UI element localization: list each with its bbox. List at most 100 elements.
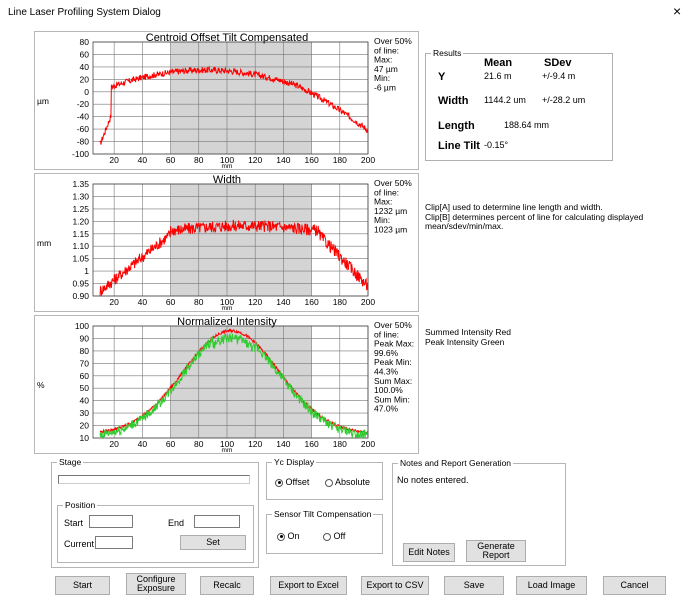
start-pos-input[interactable] [89, 515, 133, 528]
tilt-off-radio[interactable]: Off [323, 531, 345, 541]
results-sdev-header: SDev [544, 57, 572, 69]
width-chart-panel: 1.35 1.30 1.25 1.20 1.15 1.10 1.05 1 0.95 0.90 20 4… [34, 173, 419, 312]
notes-label: Notes and Report Generation [398, 458, 514, 468]
plot-frame [92, 325, 369, 439]
absolute-label: Absolute [335, 477, 371, 487]
results-label: Y [438, 71, 446, 83]
offset-radio[interactable]: Offset [275, 477, 309, 487]
tilt-comp-group: Sensor Tilt Compensation On Off [266, 509, 383, 554]
plot-frame [92, 41, 369, 155]
end-pos-label: End [168, 518, 185, 528]
x-tick-label: 60 [166, 439, 176, 449]
tilt-on-label: On [287, 531, 300, 541]
position-label: Position [63, 500, 98, 510]
y-tick-label: -100 [72, 149, 89, 159]
y-unit-label: µm [37, 96, 49, 106]
centroid-chart-panel: 80 60 40 20 0 -20 -40 -60 -80 -100 20 40 60 80 100 120 1… [34, 31, 419, 170]
stage-group: Stage Position Start End Current Set [51, 457, 259, 568]
export-csv-button[interactable]: Export to CSV [361, 576, 429, 595]
intensity-note: Summed Intensity Red Peak Intensity Gree… [425, 327, 511, 347]
y-tick-label: 40 [80, 62, 90, 72]
position-group: Position Start End Current Set [57, 500, 254, 563]
absolute-radio[interactable]: Absolute [325, 477, 370, 487]
y-tick-label: 20 [80, 421, 90, 431]
x-tick-label: 140 [276, 439, 290, 449]
results-mean: 188.64 mm [504, 120, 550, 130]
yc-display-label: Yc Display [272, 457, 317, 467]
y-tick-label: 50 [80, 383, 90, 393]
y-tick-label: 80 [80, 37, 90, 47]
end-pos-input[interactable] [194, 515, 240, 528]
x-tick-label: 20 [109, 297, 119, 307]
y-tick-label: 1.15 [72, 229, 89, 239]
chart-stats: Over 50% of line: Peak Max: 99.6% Peak Min: 4… [374, 320, 414, 414]
close-icon[interactable]: × [673, 3, 682, 19]
y-tick-label: 1.05 [72, 254, 89, 264]
generate-report-button[interactable]: Generate Report [466, 540, 526, 562]
intensity-chart: 100 90 80 70 60 50 40 30 20 10 20 40 60 80 100 120 140 16… [37, 316, 414, 454]
tilt-on-radio[interactable]: On [277, 531, 300, 541]
stage-label: Stage [57, 457, 84, 467]
load-image-button[interactable]: Load Image [516, 576, 587, 595]
y-tick-label: -40 [77, 112, 90, 122]
current-pos-input[interactable] [95, 536, 133, 549]
y-tick-label: 1.35 [72, 179, 89, 189]
y-tick-label: 40 [80, 396, 90, 406]
x-axis-label: mm [222, 447, 233, 453]
y-tick-label: 70 [80, 358, 90, 368]
cancel-button[interactable]: Cancel [603, 576, 666, 595]
notes-group: Notes and Report Generation No notes ent… [392, 458, 566, 566]
results-sdev: +/-28.2 um [542, 95, 586, 105]
y-tick-label: 1.30 [72, 191, 89, 201]
y-tick-label: -20 [77, 99, 90, 109]
clip-note: Clip[A] used to determine line length an… [425, 202, 644, 231]
x-tick-label: 120 [248, 155, 262, 165]
y-tick-label: 60 [80, 371, 90, 381]
y-tick-label: -80 [77, 137, 90, 147]
y-tick-label: 100 [75, 321, 89, 331]
y-tick-label: 90 [80, 333, 90, 343]
stage-slider[interactable] [58, 475, 250, 484]
export-excel-button[interactable]: Export to Excel [270, 576, 347, 595]
x-axis-label: mm [222, 163, 233, 169]
start-pos-label: Start [64, 518, 84, 528]
y-tick-label: 10 [80, 433, 90, 443]
x-tick-label: 180 [333, 155, 347, 165]
width-series [99, 219, 369, 296]
y-tick-label: 80 [80, 346, 90, 356]
x-axis-label: mm [222, 305, 233, 311]
edit-notes-button[interactable]: Edit Notes [403, 543, 455, 562]
set-button[interactable]: Set [180, 535, 246, 550]
y-tick-label: 1.25 [72, 204, 89, 214]
x-tick-label: 160 [304, 155, 318, 165]
x-tick-label: 100 [220, 155, 234, 165]
y-tick-label: 0.95 [72, 279, 89, 289]
save-button[interactable]: Save [444, 576, 504, 595]
x-tick-label: 80 [194, 297, 204, 307]
configure-exposure-button[interactable]: Configure Exposure [126, 573, 186, 595]
results-label: Width [438, 95, 469, 107]
peak-intensity-series [99, 332, 369, 440]
clip-region [170, 42, 312, 154]
x-tick-label: 80 [194, 439, 204, 449]
results-label: Line Tilt [438, 140, 480, 152]
window-title: Line Laser Profiling System Dialog [8, 7, 161, 18]
intensity-chart-panel: 100 90 80 70 60 50 40 30 20 10 20 40 60 80 100 120 140 16… [34, 315, 419, 454]
results-mean: 21.6 m [484, 71, 512, 81]
y-tick-label: 60 [80, 49, 90, 59]
offset-label: Offset [285, 477, 310, 487]
x-tick-label: 100 [220, 297, 234, 307]
chart-title: Centroid Offset Tilt Compensated [146, 32, 308, 44]
y-tick-label: 0.90 [72, 291, 89, 301]
x-tick-label: 20 [109, 155, 119, 165]
x-tick-label: 180 [333, 297, 347, 307]
results-sdev: +/-9.4 m [542, 71, 576, 81]
x-tick-label: 100 [220, 439, 234, 449]
yc-display-group: Yc Display Offset Absolute [266, 457, 383, 500]
x-tick-label: 200 [361, 155, 375, 165]
start-button[interactable]: Start [55, 576, 110, 595]
offset-radio-icon [275, 478, 283, 487]
x-tick-label: 80 [194, 155, 204, 165]
recalc-button[interactable]: Recalc [200, 576, 254, 595]
